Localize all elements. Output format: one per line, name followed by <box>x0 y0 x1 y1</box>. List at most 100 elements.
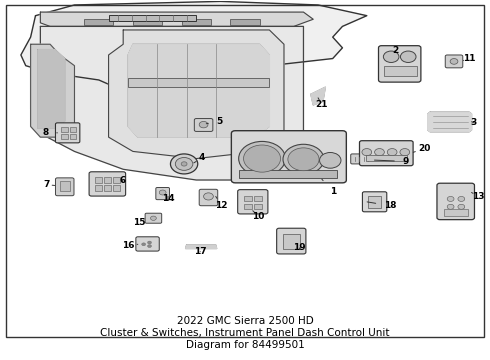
Bar <box>254 203 262 209</box>
Circle shape <box>447 197 454 202</box>
Text: 20: 20 <box>413 144 431 153</box>
Bar <box>182 19 211 24</box>
Circle shape <box>400 51 416 63</box>
FancyBboxPatch shape <box>378 46 421 82</box>
Bar <box>244 203 252 209</box>
FancyBboxPatch shape <box>55 123 80 143</box>
Bar <box>104 185 111 191</box>
Bar <box>384 66 417 76</box>
Circle shape <box>450 59 458 64</box>
Bar <box>96 177 102 183</box>
Circle shape <box>458 204 465 209</box>
Circle shape <box>171 154 198 174</box>
Circle shape <box>374 149 384 156</box>
Circle shape <box>283 144 324 174</box>
Circle shape <box>362 149 372 156</box>
Text: 2022 GMC Sierra 2500 HD
Cluster & Switches, Instrument Panel Dash Control Unit
D: 2022 GMC Sierra 2500 HD Cluster & Switch… <box>100 316 390 350</box>
Bar <box>128 78 270 87</box>
Bar <box>96 185 102 191</box>
Text: 11: 11 <box>463 54 475 63</box>
Polygon shape <box>109 30 284 158</box>
Circle shape <box>288 148 319 171</box>
FancyBboxPatch shape <box>277 228 306 254</box>
Polygon shape <box>311 87 325 105</box>
FancyBboxPatch shape <box>437 183 474 220</box>
Text: 6: 6 <box>119 176 125 185</box>
Polygon shape <box>38 50 65 128</box>
Bar <box>84 19 114 24</box>
Circle shape <box>387 149 397 156</box>
Polygon shape <box>21 1 367 116</box>
Text: 13: 13 <box>471 192 484 201</box>
Polygon shape <box>186 245 217 249</box>
Text: 16: 16 <box>122 241 138 250</box>
FancyBboxPatch shape <box>89 172 125 196</box>
Circle shape <box>400 149 410 156</box>
Bar <box>283 234 299 249</box>
Polygon shape <box>30 44 74 137</box>
FancyBboxPatch shape <box>156 188 170 200</box>
Text: 18: 18 <box>367 201 396 210</box>
Text: 12: 12 <box>216 197 228 210</box>
Text: 19: 19 <box>293 243 306 252</box>
Bar <box>239 170 337 178</box>
Text: 3: 3 <box>471 118 477 127</box>
FancyBboxPatch shape <box>360 141 413 166</box>
Circle shape <box>147 245 151 248</box>
Text: 2: 2 <box>392 46 398 55</box>
Circle shape <box>175 157 193 170</box>
Circle shape <box>199 121 208 128</box>
Bar <box>366 155 407 161</box>
FancyBboxPatch shape <box>238 190 268 214</box>
Circle shape <box>159 190 166 195</box>
Bar <box>444 208 468 216</box>
Text: 10: 10 <box>252 211 265 221</box>
FancyBboxPatch shape <box>136 237 159 251</box>
Polygon shape <box>128 44 270 137</box>
Polygon shape <box>428 112 471 132</box>
Bar <box>109 15 196 21</box>
Bar <box>104 177 111 183</box>
Bar <box>244 196 252 202</box>
FancyBboxPatch shape <box>231 131 346 183</box>
FancyBboxPatch shape <box>195 118 213 131</box>
Polygon shape <box>30 26 303 180</box>
Text: 9: 9 <box>374 157 409 166</box>
Circle shape <box>181 162 187 166</box>
Circle shape <box>244 145 281 172</box>
FancyBboxPatch shape <box>199 189 218 206</box>
Circle shape <box>239 141 286 176</box>
Text: 21: 21 <box>316 98 328 109</box>
Bar <box>133 19 162 24</box>
Text: 4: 4 <box>194 153 205 163</box>
FancyBboxPatch shape <box>55 178 74 196</box>
Text: 17: 17 <box>194 247 206 256</box>
Circle shape <box>147 241 151 244</box>
Bar <box>113 177 120 183</box>
Text: 1: 1 <box>322 179 336 196</box>
FancyBboxPatch shape <box>145 213 162 223</box>
Bar <box>61 134 68 139</box>
Circle shape <box>458 197 465 202</box>
Bar <box>70 127 76 132</box>
Bar <box>368 196 381 208</box>
Bar <box>230 19 260 24</box>
FancyBboxPatch shape <box>363 192 387 212</box>
Text: 14: 14 <box>162 194 174 203</box>
Circle shape <box>150 216 156 220</box>
FancyBboxPatch shape <box>351 154 373 164</box>
Bar <box>60 181 70 192</box>
Bar <box>61 127 68 132</box>
Bar <box>70 134 76 139</box>
Text: 15: 15 <box>132 218 145 227</box>
Text: 5: 5 <box>206 117 223 126</box>
Circle shape <box>383 51 399 63</box>
Polygon shape <box>40 12 313 26</box>
Text: 7: 7 <box>43 180 55 189</box>
Text: 8: 8 <box>42 129 57 138</box>
Circle shape <box>203 193 213 200</box>
Bar <box>254 196 262 202</box>
FancyBboxPatch shape <box>445 55 463 68</box>
Circle shape <box>447 204 454 209</box>
Circle shape <box>142 243 146 246</box>
